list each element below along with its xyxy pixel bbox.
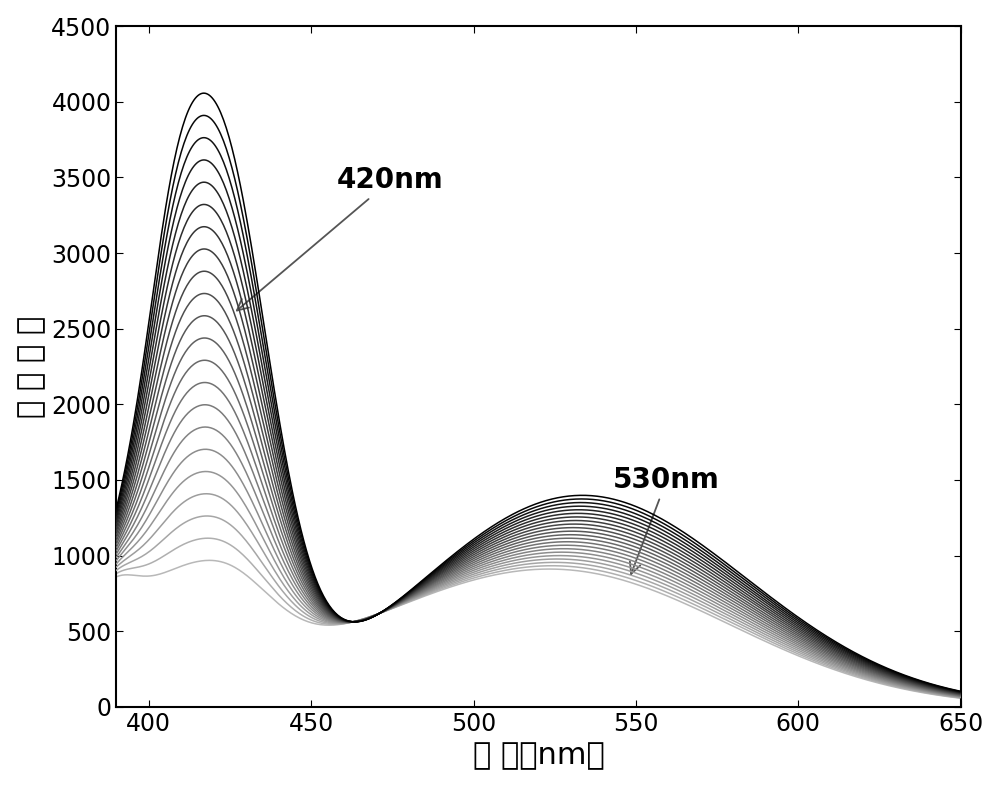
Text: 420nm: 420nm: [237, 167, 444, 311]
Text: 530nm: 530nm: [613, 466, 720, 574]
X-axis label: 波 长（nm）: 波 长（nm）: [473, 741, 604, 770]
Y-axis label: 荺 光 强 度: 荺 光 强 度: [17, 316, 46, 418]
